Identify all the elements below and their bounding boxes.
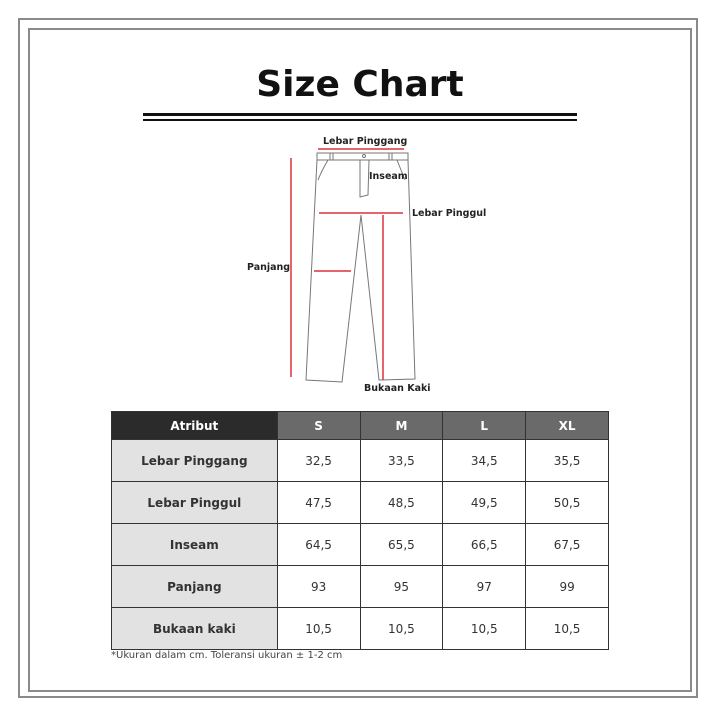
table-row: Lebar Pinggang 32,5 33,5 34,5 35,5 <box>111 439 609 482</box>
label-inseam: Inseam <box>369 171 408 182</box>
title-rule-thin <box>143 119 577 121</box>
table-header: Atribut S M L XL <box>111 411 609 440</box>
table-row: Inseam 64,5 65,5 66,5 67,5 <box>111 523 609 566</box>
cell-value: 65,5 <box>359 523 444 566</box>
cell-value: 48,5 <box>359 481 444 524</box>
cell-value: 35,5 <box>525 439 609 482</box>
footnote: *Ukuran dalam cm. Toleransi ukuran ± 1-2… <box>111 650 343 661</box>
cell-value: 93 <box>276 565 361 608</box>
row-label: Lebar Pinggang <box>111 439 278 482</box>
label-length: Panjang <box>247 262 291 273</box>
cell-value: 10,5 <box>525 607 609 650</box>
page-title: Size Chart <box>256 64 464 105</box>
cell-value: 67,5 <box>525 523 609 566</box>
row-label: Panjang <box>111 565 278 608</box>
pants-diagram <box>290 148 416 383</box>
label-waist: Lebar Pinggang <box>323 136 408 147</box>
cell-value: 95 <box>359 565 444 608</box>
header-l: L <box>442 411 527 440</box>
inner-frame <box>28 28 692 692</box>
cell-value: 10,5 <box>276 607 361 650</box>
table-row: Lebar Pinggul 47,5 48,5 49,5 50,5 <box>111 481 609 524</box>
cell-value: 99 <box>525 565 609 608</box>
cell-value: 34,5 <box>442 439 527 482</box>
cell-value: 47,5 <box>276 481 361 524</box>
cell-value: 50,5 <box>525 481 609 524</box>
row-label: Inseam <box>111 523 278 566</box>
cell-value: 97 <box>442 565 527 608</box>
cell-value: 10,5 <box>442 607 527 650</box>
header-m: M <box>359 411 444 440</box>
row-label: Bukaan kaki <box>111 607 278 650</box>
row-label: Lebar Pinggul <box>111 481 278 524</box>
cell-value: 66,5 <box>442 523 527 566</box>
cell-value: 33,5 <box>359 439 444 482</box>
header-xl: XL <box>525 411 609 440</box>
title-rule-thick <box>143 113 577 116</box>
size-table: Atribut S M L XL Lebar Pinggang 32,5 33,5 3… <box>111 411 609 650</box>
table-row: Panjang 93 95 97 99 <box>111 565 609 608</box>
cell-value: 32,5 <box>276 439 361 482</box>
outer-frame <box>18 18 698 698</box>
header-attribute: Atribut <box>111 411 278 440</box>
header-s: S <box>276 411 361 440</box>
cell-value: 49,5 <box>442 481 527 524</box>
label-hip: Lebar Pinggul <box>412 208 487 219</box>
table-row: Bukaan kaki 10,5 10,5 10,5 10,5 <box>111 607 609 650</box>
cell-value: 10,5 <box>359 607 444 650</box>
label-leg-opening: Bukaan Kaki <box>364 383 431 394</box>
cell-value: 64,5 <box>276 523 361 566</box>
